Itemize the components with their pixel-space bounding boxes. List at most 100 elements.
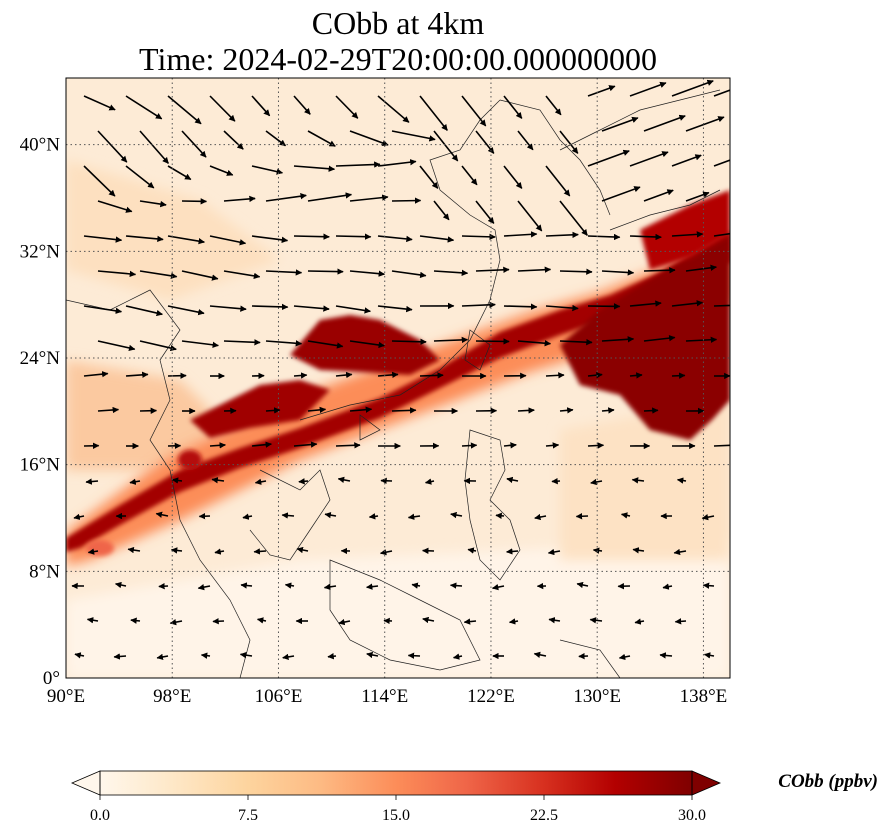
wind-arrow: [167, 235, 205, 245]
wind-arrow: [335, 371, 353, 379]
wind-arrow: [685, 264, 717, 272]
wind-arrow: [629, 81, 667, 97]
wind-arrow: [256, 617, 267, 624]
wind-arrow: [223, 130, 244, 150]
wind-arrow: [517, 407, 535, 414]
wind-arrow: [475, 266, 510, 274]
wind-arrow: [506, 548, 519, 555]
wind-arrow: [181, 340, 219, 348]
wind-arrow: [265, 340, 303, 347]
colorbar-tick-label: 15.0: [382, 807, 410, 824]
wind-arrow: [411, 582, 421, 589]
wind-arrow: [587, 85, 616, 97]
cobb-field: [66, 78, 730, 678]
wind-arrow: [475, 200, 495, 224]
wind-arrow: [452, 653, 463, 660]
wind-arrow: [547, 548, 561, 556]
wind-arrow: [307, 268, 344, 275]
wind-arrow: [422, 616, 435, 624]
wind-arrow: [307, 340, 344, 349]
lon-tick-label: 90°E: [47, 686, 85, 707]
wind-arrow: [576, 581, 589, 589]
wind-arrow: [685, 116, 725, 132]
wind-arrow: [685, 336, 718, 343]
wind-arrow: [559, 200, 588, 236]
wind-arrow: [335, 95, 359, 119]
wind-arrow: [349, 194, 389, 202]
wind-arrow: [517, 340, 552, 347]
colorbar-tick-label: 30.0: [678, 807, 706, 824]
wind-arrow: [559, 130, 579, 154]
wind-arrow: [461, 95, 487, 127]
wind-arrow: [298, 478, 309, 485]
wind-arrow: [629, 151, 669, 167]
wind-arrow: [587, 233, 621, 241]
wind-arrow: [327, 653, 337, 660]
wind-arrow: [631, 477, 645, 484]
wind-arrow: [377, 235, 413, 243]
wind-arrow: [643, 114, 686, 132]
wind-arrow: [86, 617, 99, 624]
wind-arrow: [209, 442, 226, 449]
wind-arrow: [545, 442, 560, 449]
wind-arrow: [450, 511, 463, 519]
wind-arrow: [139, 130, 170, 164]
wind-arrow: [323, 583, 337, 591]
colorbar-extend-min: [70, 770, 101, 796]
wind-arrow: [254, 478, 267, 485]
lat-tick-label: 0°: [43, 668, 60, 689]
wind-arrow: [209, 165, 234, 176]
wind-arrow: [97, 130, 128, 163]
wind-arrow: [139, 200, 167, 208]
wind-arrow: [209, 305, 247, 312]
wind-arrow: [200, 652, 211, 659]
wind-arrow: [461, 165, 478, 186]
wind-arrow: [407, 652, 421, 659]
wind-arrow: [676, 477, 687, 484]
wind-arrow: [125, 371, 149, 379]
wind-arrow: [167, 305, 205, 316]
wind-arrow: [671, 79, 714, 97]
wind-arrow: [671, 372, 686, 379]
wind-arrow: [284, 582, 295, 589]
wind-arrow: [83, 95, 116, 111]
wind-arrow: [129, 478, 141, 485]
wind-arrow: [114, 581, 127, 589]
wind-arrow: [391, 197, 422, 204]
wind-arrow: [324, 511, 337, 519]
wind-arrow: [559, 338, 593, 346]
colorbar-tick-label: 0.0: [90, 807, 110, 824]
gridlines: [66, 78, 730, 678]
wind-arrow: [587, 371, 603, 379]
map-frame: [65, 77, 731, 679]
wind-arrow: [125, 305, 163, 317]
wind-arrow: [335, 305, 371, 314]
wind-arrow: [87, 548, 99, 555]
wind-arrow: [559, 407, 574, 414]
wind-arrow: [629, 300, 662, 307]
wind-arrow: [433, 269, 469, 277]
wind-arrow: [587, 149, 630, 167]
wind-arrow: [713, 232, 730, 237]
wind-arrow: [503, 231, 538, 238]
wind-arrow: [181, 270, 219, 281]
wind-arrow: [167, 95, 202, 125]
wind-arrow: [156, 653, 169, 661]
wind-arrow: [209, 235, 247, 246]
wind-arrow: [296, 546, 309, 554]
wind-arrow: [349, 130, 389, 147]
wind-arrow: [461, 442, 478, 449]
wind-arrow: [545, 372, 565, 379]
lon-tick-label: 106°E: [255, 686, 303, 707]
wind-arrow: [265, 193, 307, 202]
wind-arrow: [391, 130, 436, 142]
wind-arrow: [575, 513, 589, 520]
wind-arrow: [419, 372, 444, 379]
wind-arrow: [130, 617, 141, 624]
wind-arrow: [601, 186, 641, 202]
wind-arrow: [545, 231, 579, 239]
wind-arrow: [634, 618, 645, 625]
wind-arrow: [155, 511, 169, 518]
wind-arrow: [125, 165, 155, 189]
